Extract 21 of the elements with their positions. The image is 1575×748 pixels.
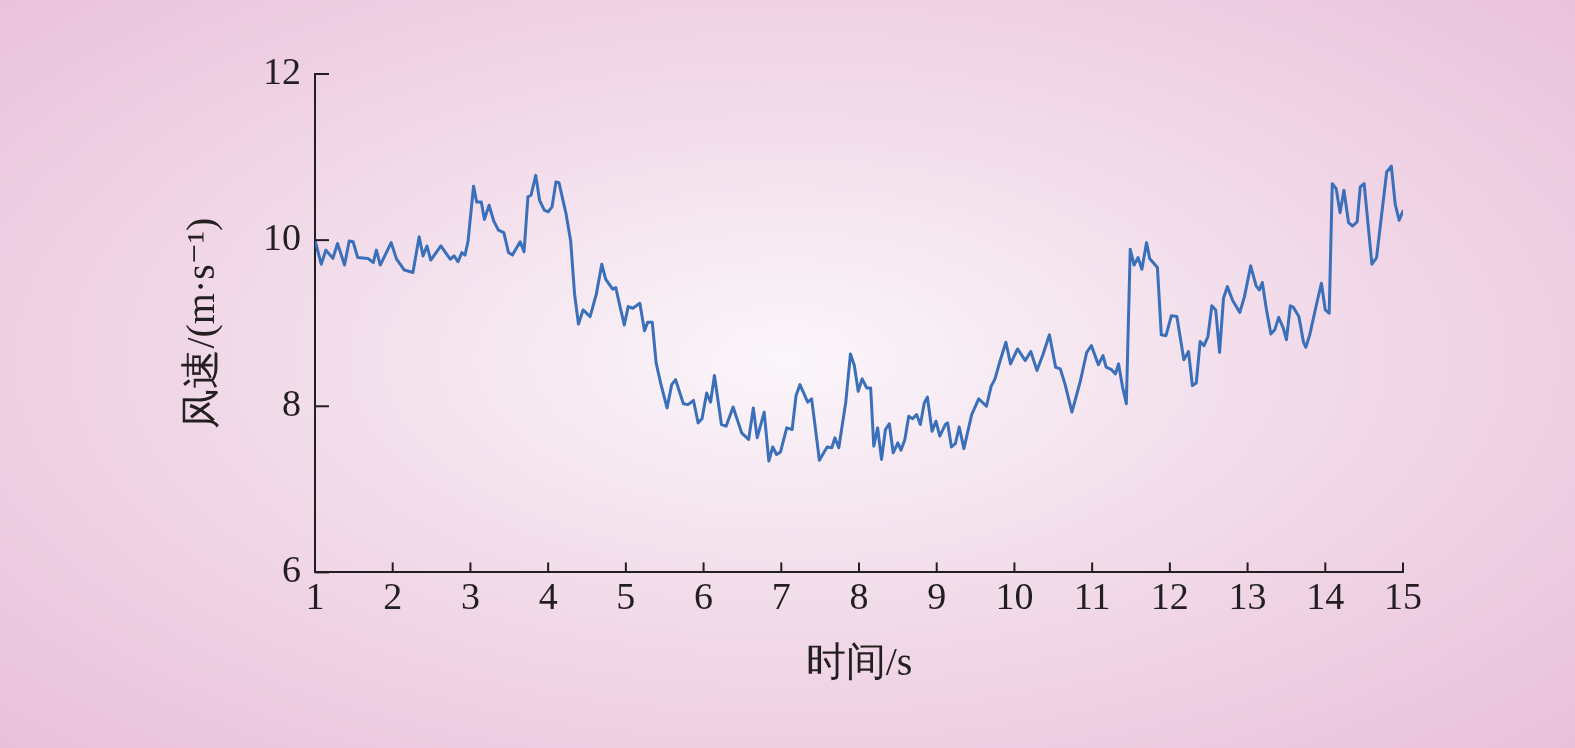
x-axis-title: 时间/s (805, 638, 913, 684)
x-tick-label: 8 (849, 575, 869, 618)
x-tick-label: 7 (771, 575, 791, 618)
x-tick-label: 11 (1073, 575, 1111, 618)
x-tick-label: 3 (460, 575, 480, 618)
x-tick-label: 1 (305, 575, 325, 618)
x-tick-label: 15 (1384, 575, 1422, 618)
x-tick-label: 12 (1150, 575, 1189, 618)
x-tick-label: 9 (927, 575, 947, 618)
x-tick-label: 13 (1228, 575, 1267, 618)
y-tick-label: 12 (263, 49, 301, 92)
x-tick-label: 4 (538, 575, 558, 618)
y-axis-title: 风速/(m·s⁻¹) (177, 217, 223, 429)
x-tick-label: 6 (694, 575, 714, 618)
y-tick-label: 8 (282, 382, 301, 425)
y-tick-label: 6 (282, 548, 301, 591)
y-tick-label: 10 (263, 216, 301, 259)
x-tick-label: 14 (1306, 575, 1345, 618)
x-tick-label: 2 (383, 575, 403, 618)
x-tick-label: 10 (995, 575, 1034, 618)
x-tick-label: 5 (616, 575, 636, 618)
